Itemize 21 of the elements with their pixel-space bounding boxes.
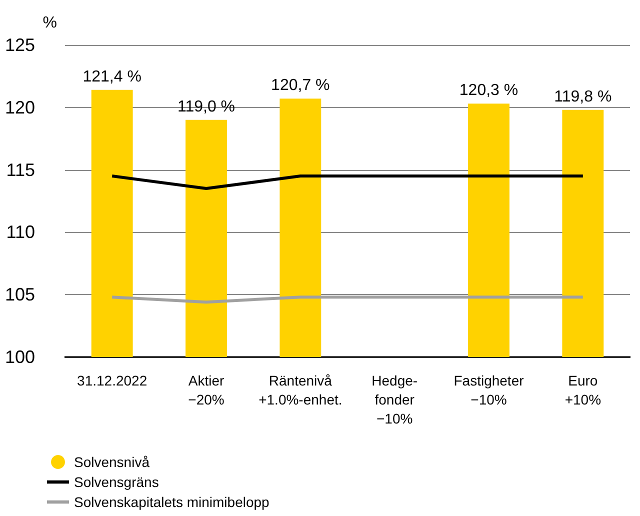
- x-tick-label: Aktier −20%: [188, 372, 224, 408]
- data-label: 120,3 %: [459, 82, 518, 100]
- legend-label: Solvensgräns: [74, 474, 159, 490]
- y-tick-label: 110: [6, 222, 35, 242]
- y-tick-label: 105: [4, 284, 35, 305]
- x-tick-label: Fastigheter −10%: [454, 372, 524, 408]
- x-tick-label: Euro +10%: [564, 372, 602, 408]
- data-label: 121,4 %: [82, 68, 142, 86]
- data-label: 119,0 %: [177, 98, 236, 116]
- y-tick-label: 125: [4, 35, 35, 55]
- y-tick-label: 100: [4, 347, 35, 367]
- legend-label: Solvenskapitalets minimibelopp: [74, 494, 270, 510]
- x-tick-label: 31.12.2022: [77, 372, 148, 388]
- y-axis-title: %: [42, 14, 57, 32]
- legend-label: Solvensnivå: [74, 454, 150, 470]
- y-tick-label: 120: [4, 97, 35, 118]
- x-tick-label: Hedge- fonder −10%: [372, 372, 418, 426]
- x-tick-label: Räntenivå +1.0%-enhet.: [258, 372, 342, 408]
- data-label: 119,8 %: [554, 88, 612, 106]
- y-tick-label: 115: [6, 160, 35, 180]
- data-label: 120,7 %: [271, 77, 330, 94]
